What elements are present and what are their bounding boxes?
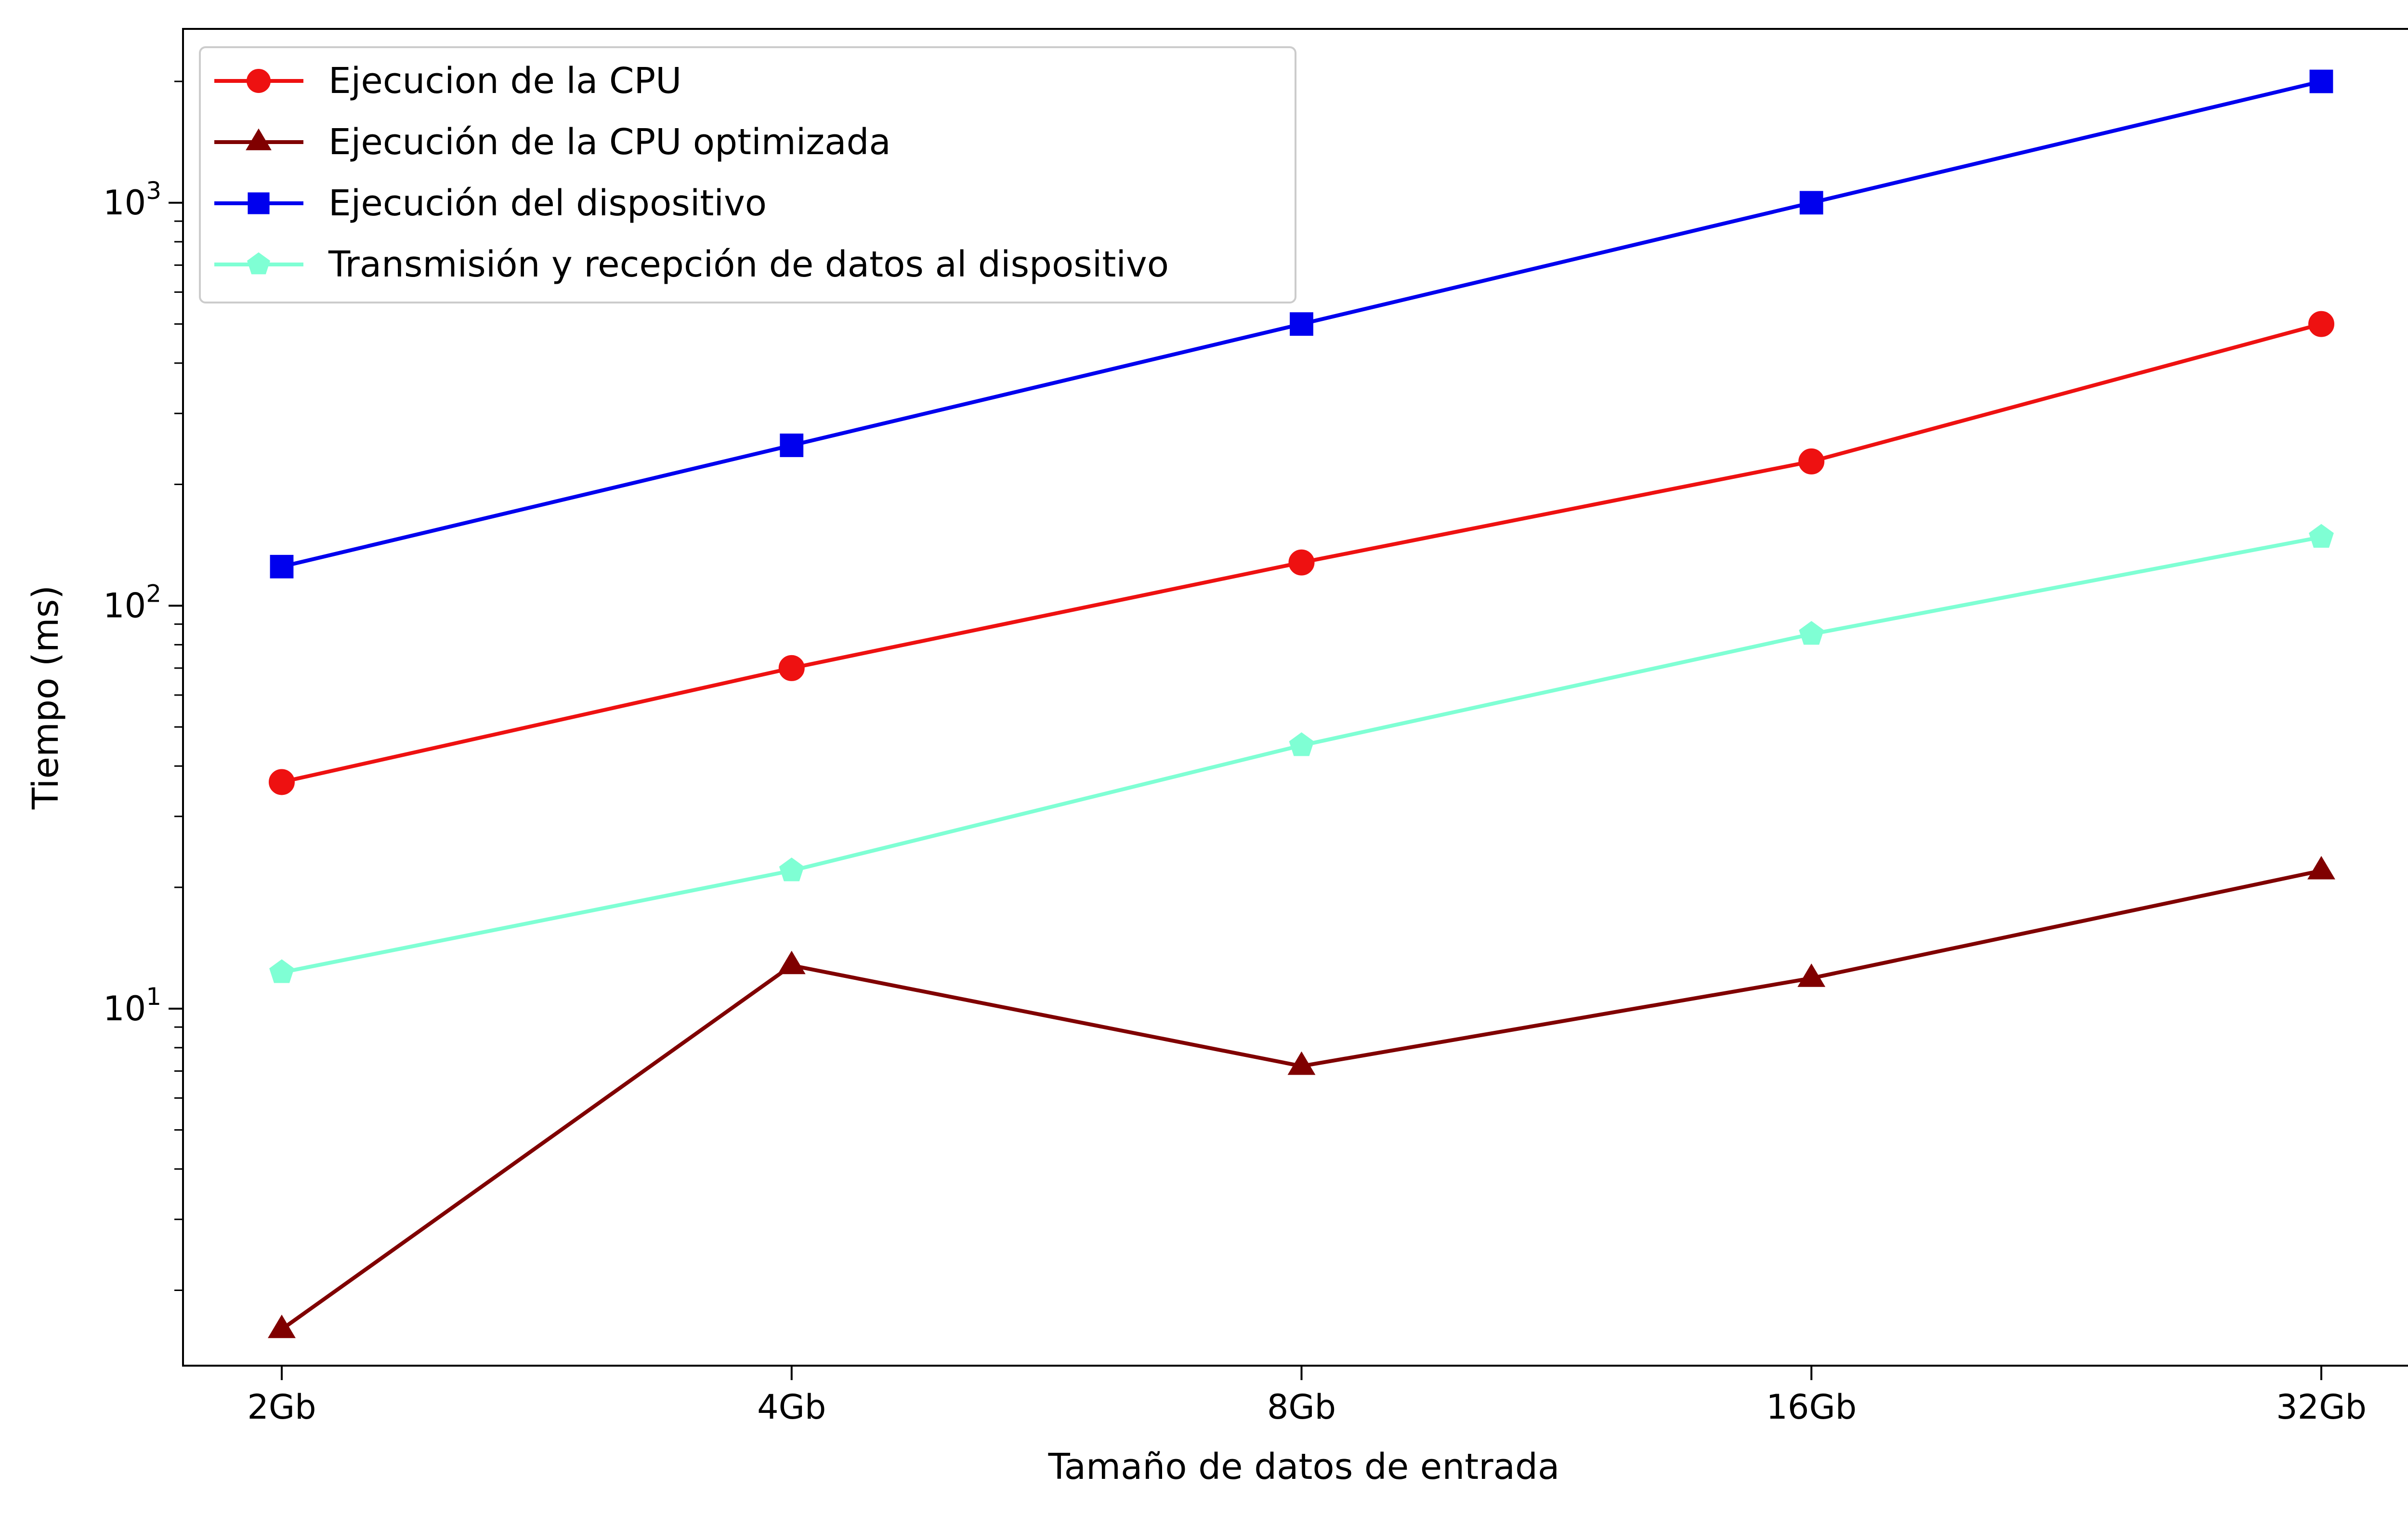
data-point bbox=[1798, 448, 1825, 474]
legend-label: Ejecucion de la CPU bbox=[328, 60, 681, 102]
x-tick-label: 4Gb bbox=[757, 1387, 826, 1427]
legend-entry: Transmisión y recepción de datos al disp… bbox=[214, 244, 1169, 285]
x-tick-label: 2Gb bbox=[247, 1387, 316, 1427]
y-axis-label: Tiempo (ms) bbox=[25, 585, 66, 810]
data-point bbox=[270, 554, 294, 579]
data-point bbox=[269, 959, 294, 983]
y-tick-label: 102 bbox=[103, 580, 161, 625]
data-point bbox=[1799, 191, 1823, 215]
data-point bbox=[1797, 963, 1826, 987]
data-point bbox=[1287, 1051, 1316, 1075]
legend-label: Ejecución del dispositivo bbox=[328, 183, 767, 224]
series-2 bbox=[268, 856, 2335, 1338]
x-tick-label: 16Gb bbox=[1766, 1387, 1857, 1427]
data-point bbox=[2308, 311, 2334, 337]
series-layer bbox=[268, 69, 2335, 1338]
y-minor-ticks bbox=[174, 80, 183, 1291]
legend-marker bbox=[247, 69, 271, 93]
y-tick-label: 101 bbox=[103, 983, 161, 1028]
data-point bbox=[1290, 312, 1313, 336]
legend-entry: Ejecución del dispositivo bbox=[214, 183, 767, 224]
data-point bbox=[1799, 621, 1824, 645]
y-major-ticks: 101 102 103 bbox=[103, 177, 183, 1028]
data-point bbox=[778, 655, 805, 681]
x-tick-label: 32Gb bbox=[2276, 1387, 2367, 1427]
series-1 bbox=[269, 311, 2334, 795]
data-point bbox=[268, 1315, 296, 1338]
data-point bbox=[2309, 524, 2334, 548]
legend-entry: Ejecucion de la CPU bbox=[214, 60, 681, 102]
legend-marker bbox=[247, 252, 271, 275]
legend-label: Ejecución de la CPU optimizada bbox=[328, 121, 891, 163]
x-axis-label: Tamaño de datos de entrada bbox=[1048, 1446, 1560, 1488]
data-point bbox=[1288, 549, 1315, 576]
legend-marker bbox=[246, 128, 272, 150]
legend-box bbox=[199, 46, 1296, 303]
plot-frame bbox=[182, 28, 2408, 1367]
data-point bbox=[2309, 69, 2333, 93]
data-point bbox=[779, 857, 804, 882]
x-tick-label: 8Gb bbox=[1267, 1387, 1336, 1427]
data-point bbox=[777, 950, 806, 975]
legend-entry: Ejecución de la CPU optimizada bbox=[214, 121, 891, 163]
series-4 bbox=[269, 524, 2334, 983]
legend-label: Transmisión y recepción de datos al disp… bbox=[328, 244, 1169, 285]
data-point bbox=[1289, 732, 1314, 756]
series-3 bbox=[270, 69, 2333, 579]
x-ticks: 2Gb 4Gb 8Gb 16Gb 32Gb bbox=[247, 1366, 2367, 1427]
data-point bbox=[269, 769, 295, 795]
legend-marker bbox=[248, 192, 270, 214]
y-tick-label: 103 bbox=[103, 177, 161, 223]
legend: Ejecucion de la CPU Ejecución de la CPU o… bbox=[199, 46, 1296, 303]
data-point bbox=[780, 434, 804, 457]
data-point bbox=[2307, 856, 2335, 880]
